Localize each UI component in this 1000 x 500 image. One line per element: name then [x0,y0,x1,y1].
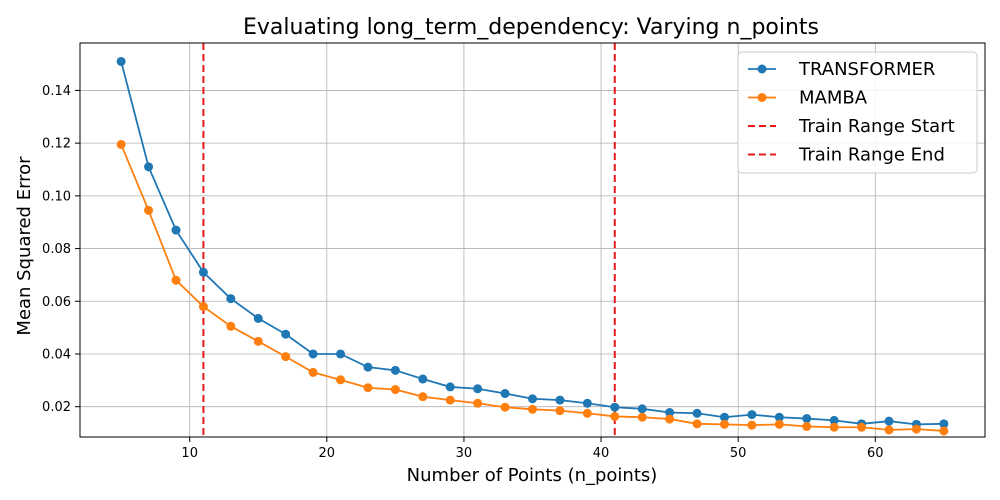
series-point-1 [418,392,428,402]
series-point-0 [665,407,675,417]
series-point-0 [610,402,620,412]
series-point-1 [308,367,318,377]
series-point-1 [473,398,483,408]
series-point-1 [747,420,757,430]
series-point-0 [500,389,510,399]
series-point-0 [747,410,757,420]
series-point-1 [555,406,565,416]
x-tick-label: 20 [319,446,336,461]
series-point-1 [939,426,949,436]
legend-label: MAMBA [799,88,868,109]
x-axis-label: Number of Points (n_points) [407,465,658,486]
x-tick-label: 40 [593,446,610,461]
series-point-0 [445,382,455,392]
series-point-0 [281,329,291,339]
series-point-1 [884,425,894,435]
series-point-1 [857,422,867,432]
reference-lines [202,43,616,437]
series-point-1 [336,375,346,385]
series-point-0 [692,408,702,418]
series-point-1 [665,414,675,424]
series-point-1 [144,205,154,215]
y-tick-label: 0.04 [42,347,71,362]
series-point-0 [555,395,565,405]
series-point-1 [281,352,291,362]
series-point-1 [198,302,208,312]
series-point-1 [171,275,181,285]
series-point-0 [829,415,839,425]
series-point-1 [582,408,592,418]
y-tick-label: 0.08 [42,242,71,257]
chart-title: Evaluating long_term_dependency: Varying… [243,15,819,40]
series-point-0 [719,412,729,422]
y-tick-label: 0.02 [42,400,71,415]
series-point-1 [802,421,812,431]
series-point-0 [802,414,812,424]
x-tick-label: 10 [181,446,198,461]
series-line-1 [120,144,944,432]
x-tick-label: 50 [730,446,747,461]
legend-label: TRANSFORMER [798,59,935,80]
series-point-0 [774,412,784,422]
legend-label: Train Range End [798,145,945,166]
series-point-0 [637,404,647,414]
series-point-1 [390,385,400,395]
series-point-0 [116,56,126,66]
legend: TRANSFORMER MAMBA Train Range Start Train R… [737,51,978,174]
series-point-0 [144,162,154,172]
y-tick-label: 0.12 [42,137,71,152]
y-tick-label: 0.14 [42,84,71,99]
legend-box [737,51,978,174]
series-point-1 [692,419,702,429]
series-point-1 [500,402,510,412]
series-point-0 [582,398,592,408]
series-point-1 [610,411,620,421]
y-tick-label: 0.10 [42,189,71,204]
series-point-0 [198,267,208,277]
series-point-1 [445,395,455,405]
series-point-0 [390,365,400,375]
series-point-0 [171,225,181,235]
plot-series [116,56,949,436]
series-point-0 [939,419,949,429]
series-point-1 [528,404,537,414]
series-point-0 [528,394,537,404]
series-point-0 [418,374,428,384]
series-point-1 [637,412,647,422]
series-point-1 [829,422,839,432]
series-point-1 [719,419,729,429]
x-tick-label: 60 [867,446,884,461]
series-point-0 [336,349,346,359]
legend-swatch-marker [757,64,767,74]
y-axis-label: Mean Squared Error [14,156,35,336]
series-point-1 [911,424,921,434]
legend-label: Train Range Start [798,116,955,137]
axis-ticks: 10 20 30 40 50 60 0.02 0.04 0.06 0.08 0.10 0.12 0.14 [42,84,884,461]
x-tick-label: 30 [456,446,473,461]
series-point-0 [884,416,894,426]
series-point-1 [774,419,784,429]
series-point-1 [116,139,126,149]
series-point-1 [363,383,373,393]
series-point-1 [253,336,263,346]
y-tick-label: 0.06 [42,295,71,310]
series-point-1 [226,321,236,331]
series-point-0 [226,294,236,304]
series-point-0 [363,362,373,372]
series-point-0 [308,349,318,359]
series-point-0 [253,313,263,323]
legend-swatch-marker [757,93,767,102]
plot-frame [79,42,986,438]
series-point-0 [473,384,483,394]
